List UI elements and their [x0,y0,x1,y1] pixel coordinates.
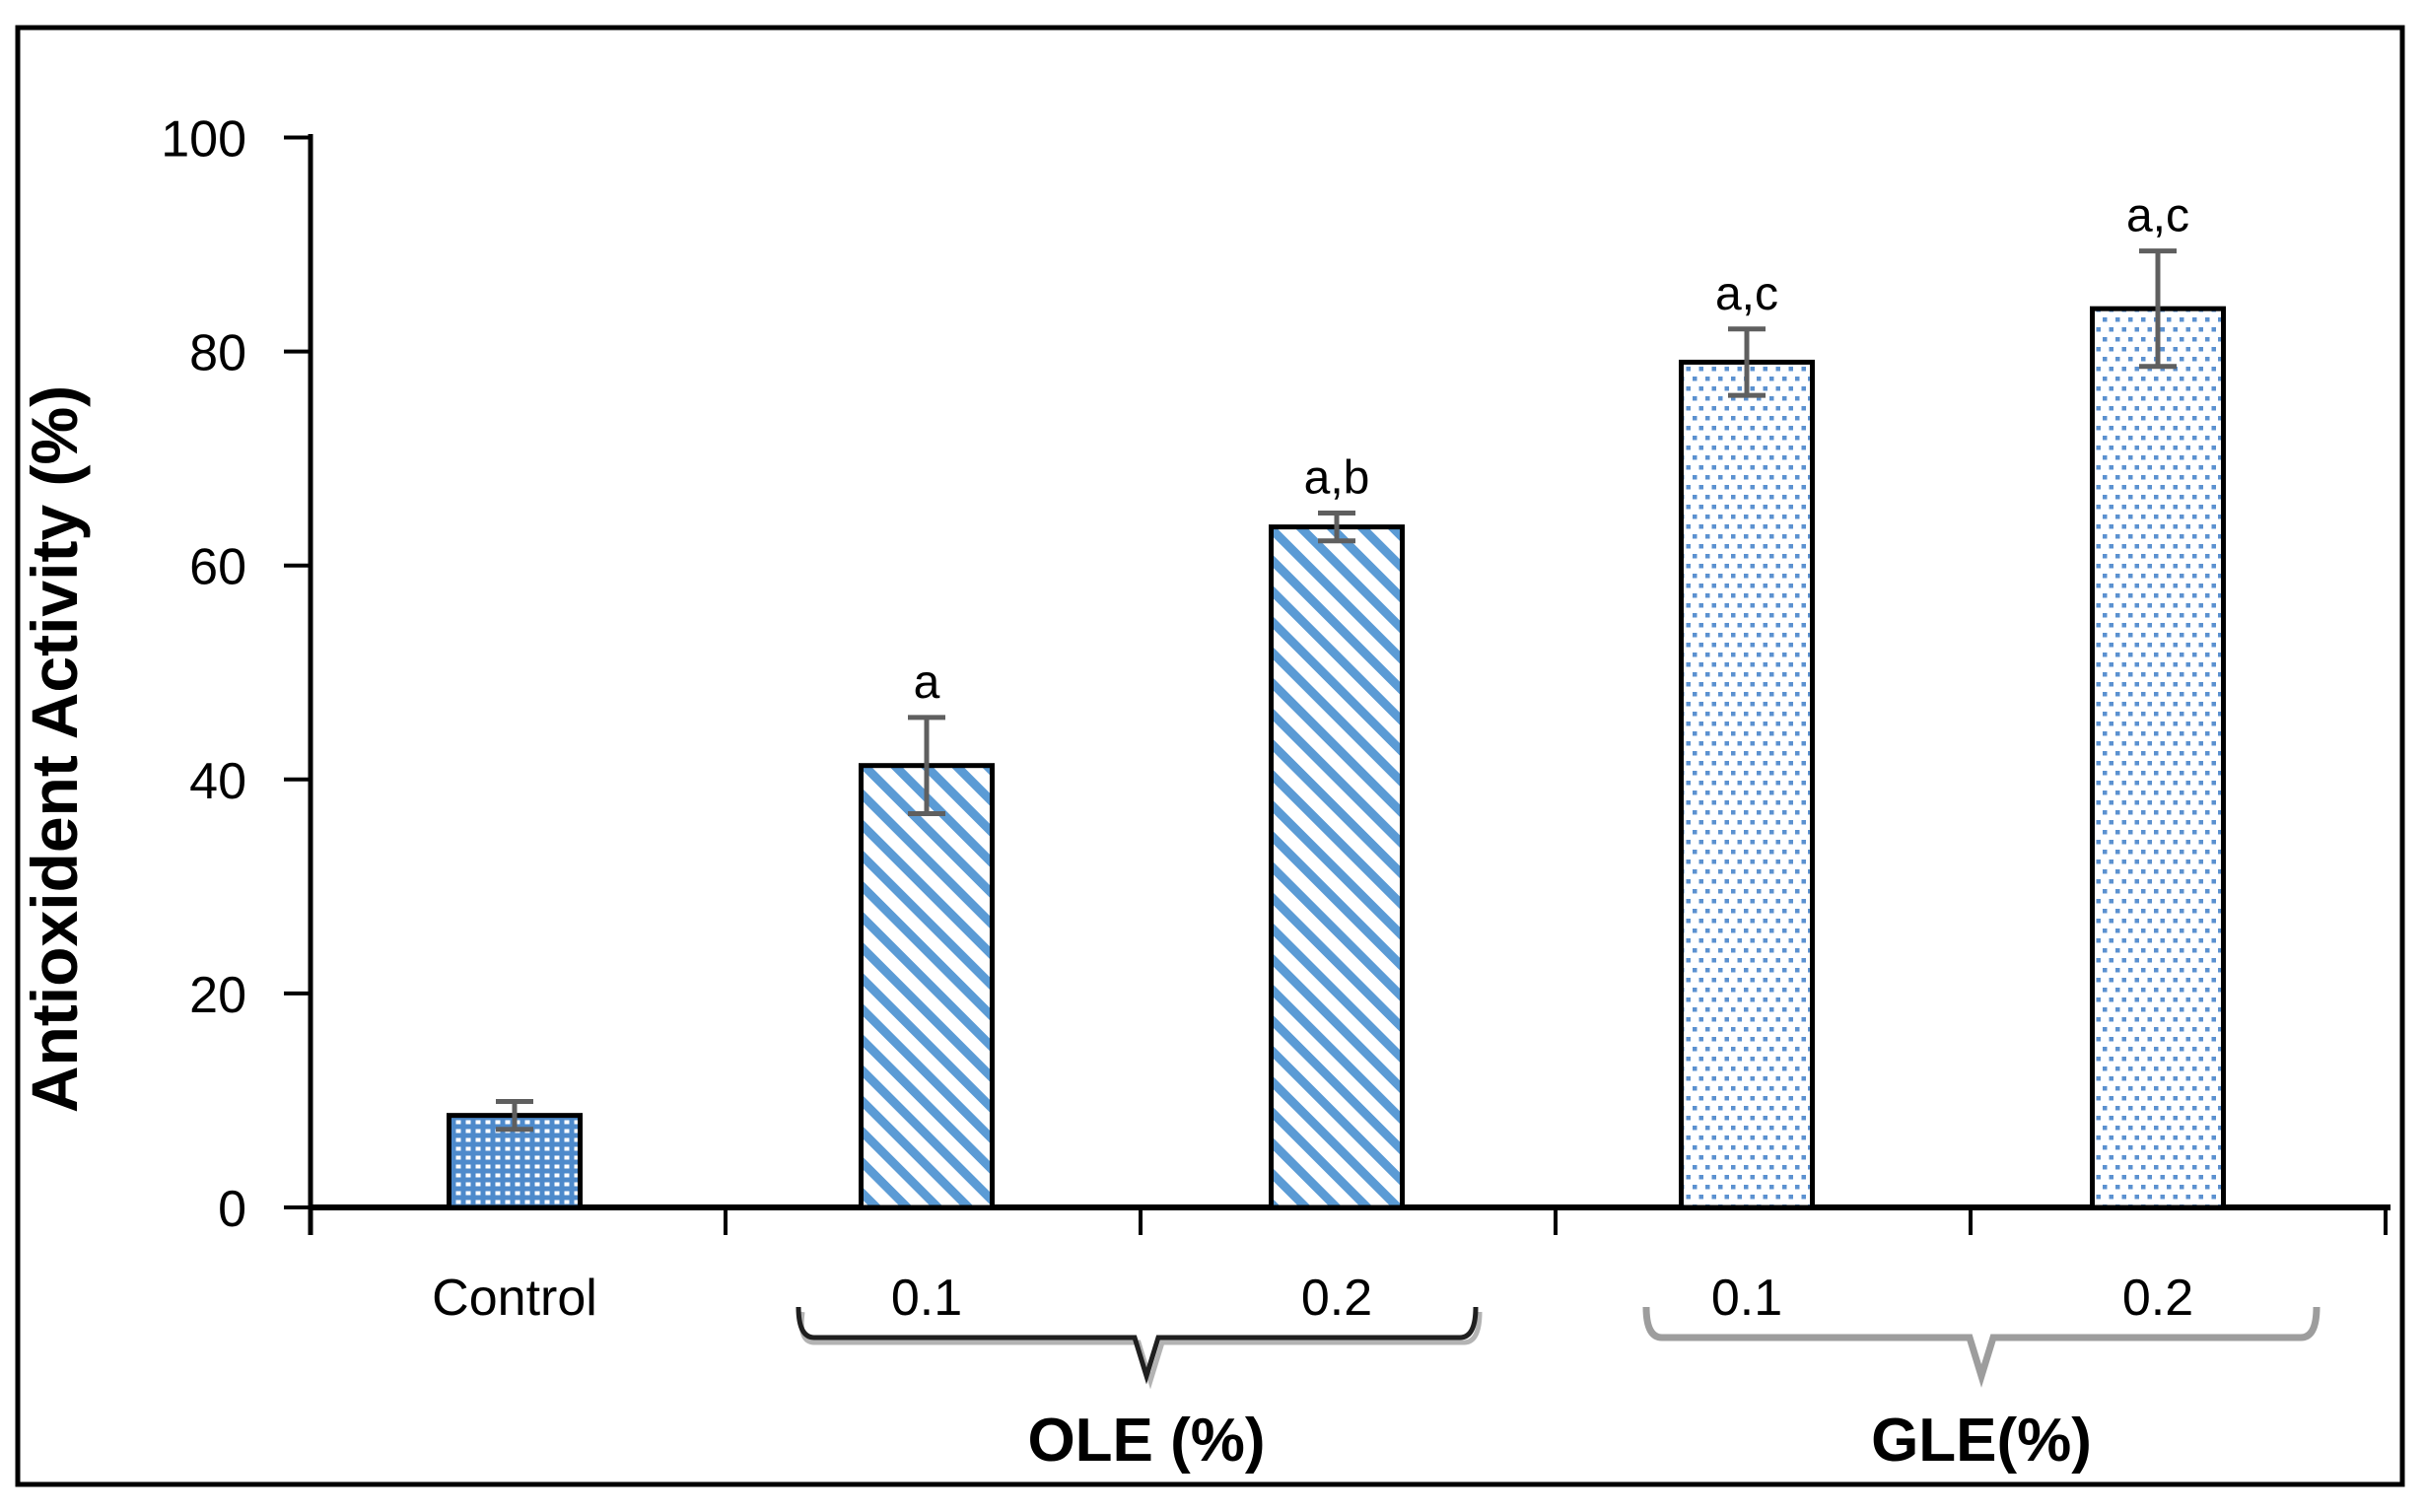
category-labels-layer: Control 0.1 0.2 0.1 0.2 [432,1270,2193,1327]
significance-label: a [914,656,940,709]
y-tick-label: 20 [189,967,246,1024]
category-label: 0.2 [1301,1270,1372,1327]
category-label: 0.2 [2122,1270,2193,1327]
y-axis-ticks: 0 20 40 60 80 100 [161,111,311,1238]
y-tick-label: 40 [189,753,246,810]
y-tick-label: 100 [161,111,246,169]
significance-label: a,c [2126,190,2189,242]
y-tick-label: 0 [218,1181,246,1238]
gle-group-bracket [1642,1306,2321,1388]
y-tick-label: 60 [189,539,246,596]
category-label: Control [432,1270,597,1327]
bar-category-3 [1679,359,1815,1210]
bars-layer [447,306,2226,1210]
y-axis-title: Antioxident Activity (%) [18,385,91,1113]
gle-group-label: GLE(%) [1871,1407,2092,1475]
ole-group-bracket [796,1306,1479,1385]
bar-category-1 [859,763,995,1210]
bar-category-4 [2090,306,2226,1210]
category-label: 0.1 [891,1270,962,1327]
figure-border [15,25,2405,1487]
bar-category-2 [1269,524,1405,1210]
ole-group-label: OLE (%) [1027,1407,1265,1475]
y-tick-label: 80 [189,325,246,382]
significance-labels-layer: a a,b a,c a,c [914,190,2189,709]
x-axis-category-ticks [724,1207,2388,1235]
category-label: 0.1 [1711,1270,1782,1327]
error-bars-layer [496,248,2177,1133]
significance-label: a,b [1304,452,1370,505]
significance-label: a,c [1715,268,1778,320]
